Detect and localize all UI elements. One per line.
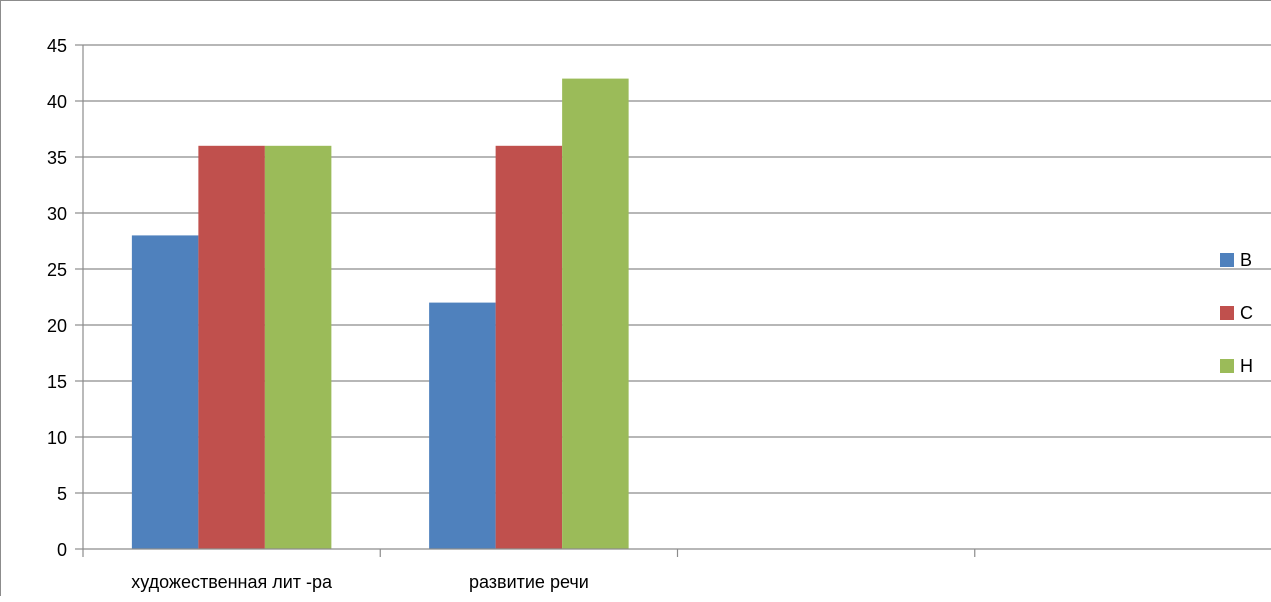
- legend-swatch-В: [1220, 253, 1234, 267]
- bar-Н-1: [562, 78, 629, 549]
- y-tick-label-25: 25: [47, 260, 67, 280]
- y-tick-label-35: 35: [47, 148, 67, 168]
- bar-В-0: [131, 235, 199, 549]
- y-tick-label-40: 40: [47, 92, 67, 112]
- axes: [75, 44, 1271, 557]
- legend-swatch-Н: [1220, 359, 1234, 373]
- x-tick-label-1: развитие речи: [469, 572, 589, 592]
- legend-label-С: С: [1240, 303, 1253, 323]
- y-tick-labels: 0 5 10 15 20 25 30 35 40 45: [47, 36, 67, 560]
- y-tick-label-15: 15: [47, 372, 67, 392]
- bar-С-0: [198, 145, 265, 550]
- y-tick-label-0: 0: [57, 540, 67, 560]
- bars: [131, 78, 629, 550]
- x-tick-label-0: художественная лит -ра: [131, 572, 333, 592]
- y-tick-label-20: 20: [47, 316, 67, 336]
- legend: В С Н: [1220, 250, 1253, 376]
- bar-Н-0: [264, 145, 332, 550]
- bar-В-1: [429, 302, 496, 549]
- y-tick-label-45: 45: [47, 36, 67, 56]
- y-tick-label-5: 5: [57, 484, 67, 504]
- legend-label-В: В: [1240, 250, 1252, 270]
- bar-С-1: [495, 145, 563, 550]
- y-tick-label-10: 10: [47, 428, 67, 448]
- y-tick-label-30: 30: [47, 204, 67, 224]
- legend-label-Н: Н: [1240, 356, 1253, 376]
- x-tick-labels: художественная лит -ра развитие речи: [131, 572, 589, 592]
- legend-swatch-С: [1220, 306, 1234, 320]
